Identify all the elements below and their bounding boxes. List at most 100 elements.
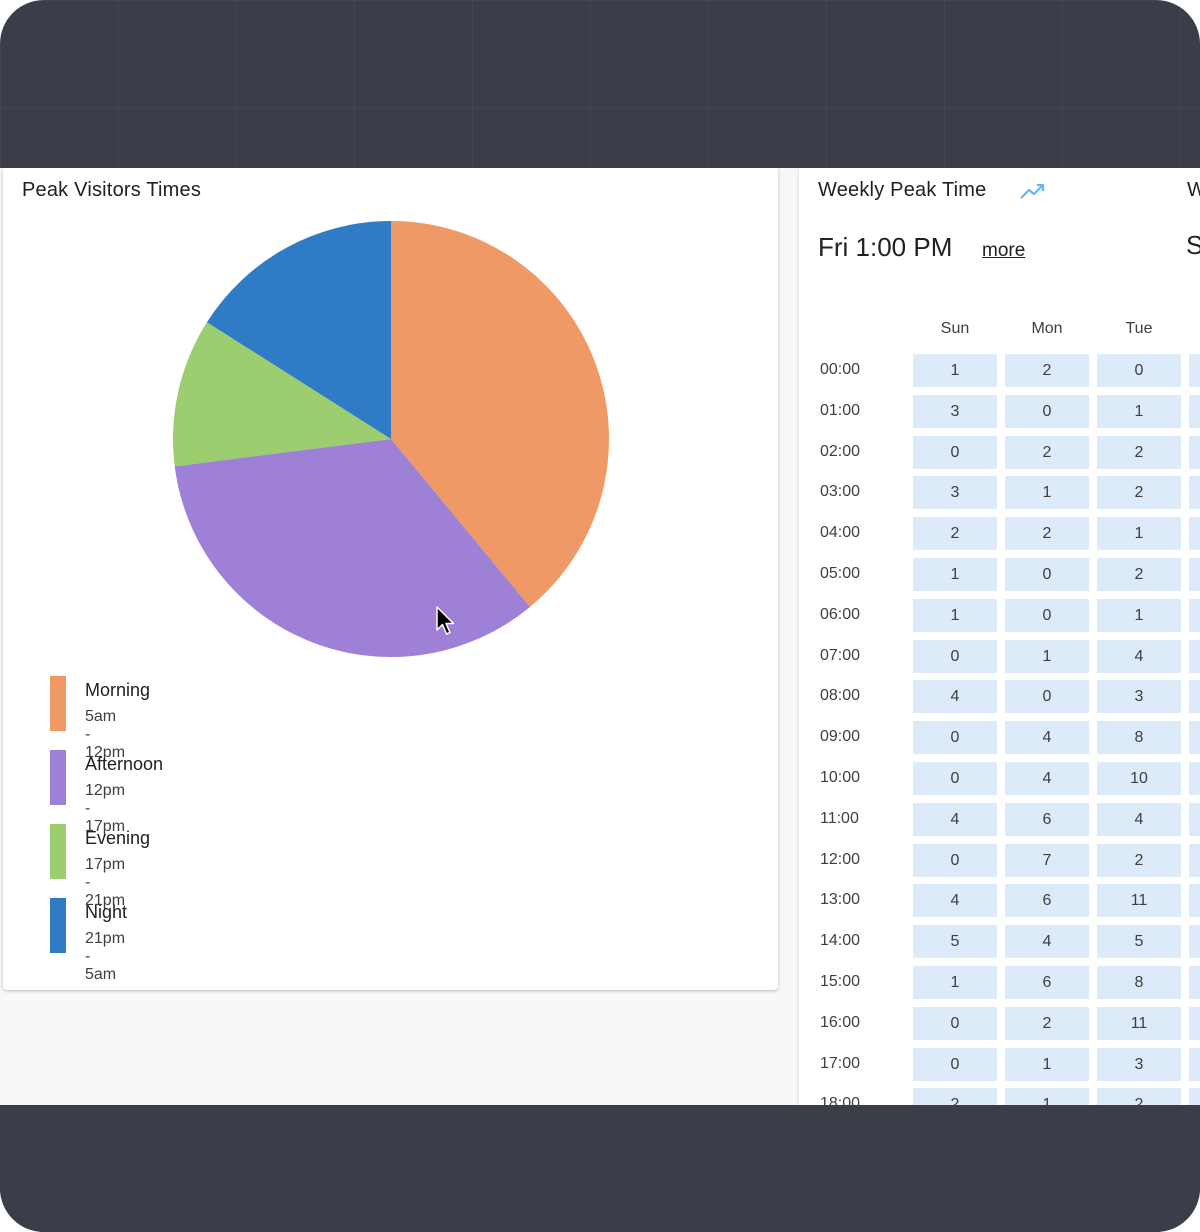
- heatmap-cell-cutoff: [1189, 843, 1200, 877]
- heatmap-cell-cutoff: [1189, 762, 1200, 795]
- heatmap-cell[interactable]: 2: [1005, 354, 1089, 387]
- weekly-peak-card: Weekly Peak Time Fri 1:00 PM more W S Su…: [799, 168, 1200, 1105]
- heatmap-cell[interactable]: 1: [913, 966, 997, 999]
- pie-slice-night[interactable]: [206, 221, 391, 439]
- heatmap-cell[interactable]: 4: [1097, 802, 1181, 836]
- heatmap-cell[interactable]: 5: [913, 925, 997, 959]
- dashboard-screen: Peak Visitors Times Morning 5am - 12pm A…: [0, 168, 1200, 1105]
- heatmap-cell[interactable]: 1: [1005, 1047, 1089, 1081]
- heatmap-cell[interactable]: 6: [1005, 884, 1089, 918]
- heatmap-cell[interactable]: 0: [913, 1047, 997, 1081]
- hour-label: 05:00: [820, 565, 861, 582]
- more-link[interactable]: more: [982, 240, 1026, 261]
- peak-visitors-card: Peak Visitors Times Morning 5am - 12pm A…: [3, 168, 778, 990]
- heatmap-cell[interactable]: 1: [913, 598, 997, 632]
- hour-label: 01:00: [820, 401, 861, 419]
- heatmap-cell[interactable]: 2: [1097, 843, 1181, 877]
- next-card-title: W: [1187, 179, 1200, 201]
- heatmap-cell[interactable]: 2: [1005, 517, 1089, 551]
- hour-label: 13:00: [820, 891, 861, 909]
- legend-label: Night: [85, 902, 128, 922]
- pie-slice-evening[interactable]: [172, 322, 391, 467]
- hour-label: 04:00: [820, 524, 861, 542]
- heatmap-cell-cutoff: [1189, 435, 1200, 469]
- pie-slice-morning[interactable]: [391, 221, 609, 607]
- heatmap-cell[interactable]: 4: [913, 884, 997, 918]
- heatmap-cell[interactable]: 0: [1097, 354, 1181, 387]
- day-header-sun: Sun: [940, 320, 970, 337]
- heatmap-cell-cutoff: [1189, 721, 1200, 755]
- legend-label: Afternoon: [85, 754, 164, 774]
- hour-label: 18:00: [820, 1095, 861, 1105]
- hour-label: 10:00: [820, 769, 861, 786]
- heatmap-cell[interactable]: 10: [1097, 762, 1181, 795]
- background-grid: [0, 0, 1200, 168]
- heatmap-cell[interactable]: 0: [913, 435, 997, 469]
- heatmap-cell[interactable]: 7: [1005, 843, 1089, 877]
- hour-label: 08:00: [820, 687, 861, 705]
- legend-range: 21pm - 5am: [85, 930, 126, 983]
- heatmap-cell[interactable]: 0: [913, 721, 997, 755]
- heatmap-cell[interactable]: 8: [1097, 721, 1181, 755]
- heatmap-cell[interactable]: 4: [1005, 925, 1089, 959]
- heatmap-cell[interactable]: 4: [1005, 762, 1089, 795]
- heatmap-cell[interactable]: 4: [1097, 639, 1181, 673]
- legend-range: 17pm - 21pm: [85, 856, 126, 909]
- day-header-tue: Tue: [1125, 320, 1153, 337]
- heatmap-cell[interactable]: 1: [913, 558, 997, 591]
- legend-swatch-night: [50, 898, 66, 953]
- heatmap-cell[interactable]: 0: [913, 762, 997, 795]
- heatmap-cell[interactable]: 6: [1005, 802, 1089, 836]
- heatmap-cell[interactable]: 2: [1097, 435, 1181, 469]
- heatmap-cell[interactable]: 1: [1097, 394, 1181, 428]
- heatmap-cell[interactable]: 2: [1005, 1006, 1089, 1040]
- heatmap-cell[interactable]: 2: [1097, 1088, 1181, 1105]
- pie-slice-afternoon[interactable]: [174, 439, 530, 657]
- heatmap-cell[interactable]: 1: [1097, 598, 1181, 632]
- next-card-value: S: [1186, 230, 1200, 260]
- heatmap-cell[interactable]: 4: [1005, 721, 1089, 755]
- heatmap-cell[interactable]: 0: [913, 1006, 997, 1040]
- heatmap-cell[interactable]: 0: [1005, 598, 1089, 632]
- legend-label: Morning: [85, 680, 151, 700]
- heatmap-cell[interactable]: 8: [1097, 966, 1181, 999]
- hour-label: 03:00: [820, 483, 861, 501]
- heatmap-cell[interactable]: 3: [1097, 1047, 1181, 1081]
- bottom-frame-bar: [0, 1105, 1200, 1232]
- heatmap-cell[interactable]: 3: [1097, 680, 1181, 714]
- heatmap-cell[interactable]: 2: [1005, 435, 1089, 469]
- heatmap-cell[interactable]: 5: [1097, 925, 1181, 959]
- heatmap-cell-cutoff: [1189, 1088, 1200, 1105]
- heatmap-cell[interactable]: 1: [913, 354, 997, 387]
- day-header-mon: Mon: [1031, 320, 1063, 337]
- heatmap-cell[interactable]: 4: [913, 802, 997, 836]
- heatmap-cell[interactable]: 3: [913, 476, 997, 510]
- hour-label: 00:00: [820, 361, 861, 378]
- heatmap-cell[interactable]: 11: [1097, 1006, 1181, 1040]
- heatmap-cell[interactable]: 4: [913, 680, 997, 714]
- heatmap-cell[interactable]: 0: [913, 843, 997, 877]
- heatmap-cell[interactable]: 2: [913, 517, 997, 551]
- heatmap-cell[interactable]: 0: [1005, 558, 1089, 591]
- heatmap-cell[interactable]: 6: [1005, 966, 1089, 999]
- hour-label: 02:00: [820, 442, 861, 460]
- heatmap-cell[interactable]: 11: [1097, 884, 1181, 918]
- heatmap-cell[interactable]: 0: [913, 639, 997, 673]
- legend-swatch-evening: [50, 824, 66, 879]
- heatmap-cell[interactable]: 0: [1005, 394, 1089, 428]
- heatmap-cell[interactable]: 2: [913, 1088, 997, 1105]
- heatmap-cell-cutoff: [1189, 476, 1200, 510]
- heatmap-cell[interactable]: 1: [1005, 639, 1089, 673]
- heatmap-cell[interactable]: 1: [1005, 1088, 1089, 1105]
- peak-time-value: Fri 1:00 PM: [818, 232, 953, 262]
- heatmap-cell[interactable]: 2: [1097, 476, 1181, 510]
- heatmap-cell[interactable]: 2: [1097, 558, 1181, 591]
- heatmap-cell[interactable]: 1: [1097, 517, 1181, 551]
- heatmap-cell-cutoff: [1189, 925, 1200, 959]
- heatmap-cell-cutoff: [1189, 966, 1200, 999]
- heatmap-cell[interactable]: 1: [1005, 476, 1089, 510]
- heatmap-cell[interactable]: 3: [913, 394, 997, 428]
- heatmap-cell-cutoff: [1189, 639, 1200, 673]
- heatmap-cell[interactable]: 0: [1005, 680, 1089, 714]
